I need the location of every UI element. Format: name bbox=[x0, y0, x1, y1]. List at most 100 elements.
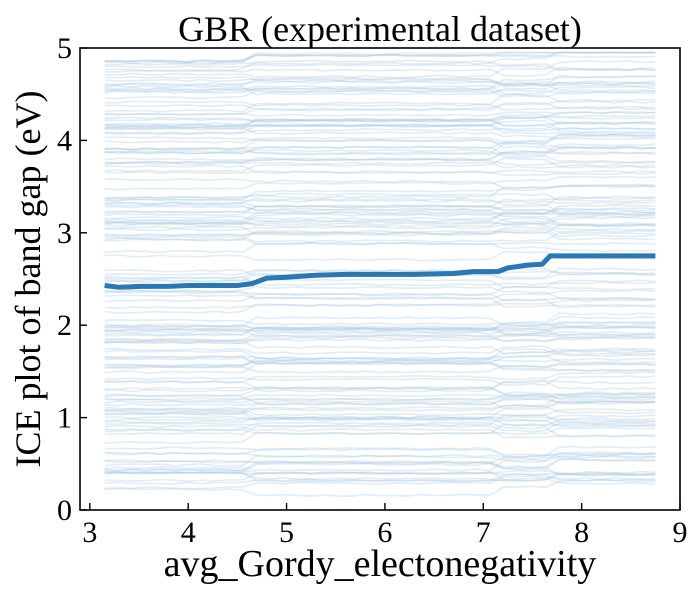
ice-line bbox=[104, 51, 656, 72]
ice-line bbox=[104, 175, 656, 191]
ice-line bbox=[104, 237, 656, 246]
ice-line bbox=[104, 203, 656, 216]
ice-line bbox=[104, 184, 656, 200]
ice-line bbox=[104, 212, 656, 227]
ice-line bbox=[104, 278, 656, 291]
ice-line bbox=[104, 124, 656, 135]
y-tick-label: 4 bbox=[57, 124, 72, 157]
ice-line bbox=[104, 339, 656, 355]
chart-title: GBR (experimental dataset) bbox=[178, 9, 582, 49]
ice-line bbox=[104, 458, 656, 471]
ice-line bbox=[104, 361, 656, 374]
ice-line bbox=[104, 316, 656, 328]
ice-line bbox=[104, 119, 656, 134]
ice-line bbox=[104, 289, 656, 300]
ice-line bbox=[104, 217, 656, 228]
ice-line bbox=[104, 227, 656, 238]
ice-line bbox=[104, 196, 656, 214]
ice-line bbox=[104, 421, 656, 438]
ice-line bbox=[104, 142, 656, 155]
ice-line bbox=[104, 455, 656, 472]
average-line-layer bbox=[104, 253, 656, 290]
ice-lines-layer bbox=[104, 51, 656, 497]
ice-line bbox=[104, 392, 656, 407]
ice-line bbox=[104, 325, 656, 334]
ice-line bbox=[104, 101, 656, 112]
ice-line bbox=[104, 51, 656, 63]
ice-line bbox=[104, 210, 656, 226]
ice-line bbox=[104, 475, 656, 490]
ice-line bbox=[104, 133, 656, 145]
ice-line bbox=[104, 82, 656, 94]
ice-line bbox=[104, 81, 656, 96]
ice-line bbox=[104, 419, 656, 435]
ice-line bbox=[104, 89, 656, 100]
ice-line bbox=[104, 445, 656, 458]
ice-line bbox=[104, 331, 656, 342]
ice-line bbox=[104, 364, 656, 374]
ice-line bbox=[104, 221, 656, 227]
ice-line bbox=[104, 225, 656, 237]
ice-line bbox=[104, 412, 656, 422]
ice-line bbox=[104, 371, 656, 384]
ice-line bbox=[104, 231, 656, 241]
ice-line bbox=[104, 458, 656, 469]
y-tick-label: 1 bbox=[57, 402, 72, 435]
ice-line bbox=[104, 51, 656, 65]
ice-line bbox=[104, 63, 656, 72]
ice-line bbox=[104, 75, 656, 93]
ice-line bbox=[104, 285, 656, 301]
ice-line bbox=[104, 375, 656, 387]
ice-line bbox=[104, 195, 656, 211]
ice-line bbox=[104, 148, 656, 164]
ice-line bbox=[104, 327, 656, 337]
ice-line bbox=[104, 111, 656, 122]
ice-line bbox=[104, 279, 656, 296]
ice-line bbox=[104, 294, 656, 308]
x-tick-label: 5 bbox=[279, 516, 294, 549]
y-axis-label: ICE plot of band gap (eV) bbox=[8, 91, 48, 468]
ice-line bbox=[104, 298, 656, 314]
ice-line bbox=[104, 357, 656, 368]
ice-line bbox=[104, 393, 656, 401]
y-tick-label: 2 bbox=[57, 309, 72, 342]
ice-line bbox=[104, 325, 656, 337]
ice-line bbox=[104, 452, 656, 459]
x-axis-label: avg_Gordy_electonegativity bbox=[164, 543, 597, 585]
ice-line bbox=[104, 347, 656, 360]
ice-line bbox=[104, 380, 656, 397]
ice-line bbox=[104, 417, 656, 428]
ice-line bbox=[104, 426, 656, 445]
ice-line bbox=[104, 347, 656, 369]
ice-line bbox=[104, 164, 656, 177]
ice-line bbox=[104, 421, 656, 436]
ice-line bbox=[104, 223, 656, 232]
ice-line bbox=[104, 471, 656, 482]
ice-line bbox=[104, 468, 656, 476]
ice-line bbox=[104, 391, 656, 403]
ice-line bbox=[104, 204, 656, 223]
ice-line bbox=[104, 462, 656, 477]
ice-line bbox=[104, 145, 656, 157]
ice-line bbox=[104, 276, 656, 287]
ice-line bbox=[104, 451, 656, 467]
ice-line bbox=[104, 471, 656, 485]
ice-line bbox=[104, 312, 656, 334]
x-tick-label: 3 bbox=[82, 516, 97, 549]
ice-line bbox=[104, 75, 656, 86]
ice-line bbox=[104, 318, 656, 330]
ice-line bbox=[104, 216, 656, 226]
ice-line bbox=[104, 424, 656, 439]
ice-line bbox=[104, 446, 656, 457]
y-axis-ticks: 0 1 2 3 4 5 bbox=[57, 32, 87, 527]
ice-line bbox=[104, 345, 656, 355]
ice-line bbox=[104, 84, 656, 95]
ice-line bbox=[104, 119, 656, 131]
ice-line bbox=[104, 407, 656, 424]
ice-line bbox=[104, 93, 656, 113]
ice-line bbox=[104, 133, 656, 144]
ice-line bbox=[104, 116, 656, 128]
x-tick-label: 7 bbox=[476, 516, 491, 549]
ice-line bbox=[104, 205, 656, 217]
